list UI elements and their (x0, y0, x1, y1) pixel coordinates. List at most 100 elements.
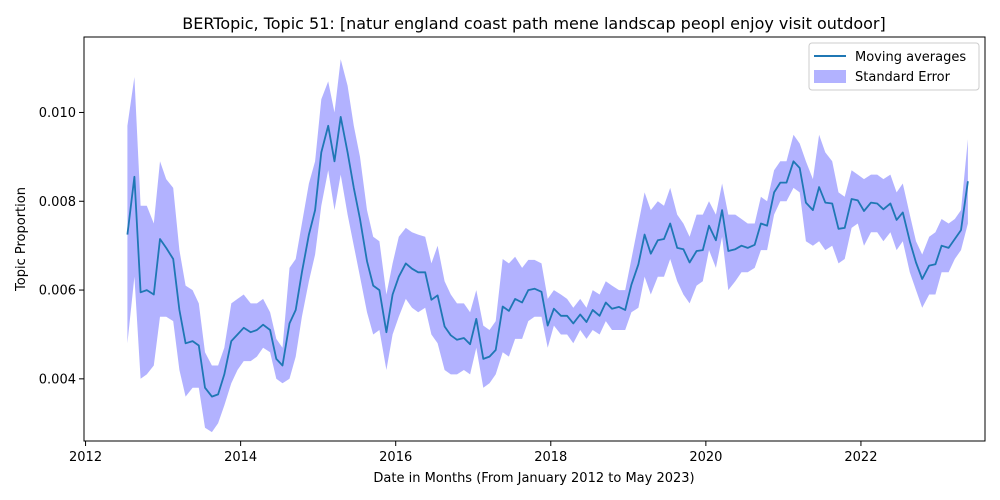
data-point (275, 358, 277, 360)
data-point (223, 373, 225, 375)
data-point (786, 182, 788, 184)
data-point (851, 198, 853, 200)
data-point (372, 285, 374, 287)
data-point (392, 294, 394, 296)
chart-title: BERTopic, Topic 51: [natur england coast… (182, 14, 886, 33)
data-point (250, 331, 252, 333)
moving-average-line (126, 116, 969, 398)
data-point (237, 334, 239, 336)
data-point (353, 187, 355, 189)
data-point (682, 248, 684, 250)
data-point (586, 321, 588, 323)
data-point (126, 234, 128, 236)
data-point (347, 151, 349, 153)
data-point (734, 248, 736, 250)
data-point (844, 227, 846, 229)
data-point (773, 191, 775, 193)
data-point (314, 209, 316, 211)
data-point (650, 253, 652, 255)
data-point (618, 306, 620, 308)
data-point (954, 238, 956, 240)
data-point (301, 271, 303, 273)
data-point (172, 258, 174, 260)
data-point (334, 160, 336, 162)
data-point (378, 289, 380, 291)
data-point (541, 291, 543, 293)
data-point (204, 387, 206, 389)
data-point (198, 345, 200, 347)
data-point (657, 239, 659, 241)
data-point (417, 271, 419, 273)
data-point (463, 337, 465, 339)
data-point (495, 349, 497, 351)
data-point (915, 262, 917, 264)
data-point (812, 209, 814, 211)
data-point (475, 318, 477, 320)
data-point (644, 234, 646, 236)
data-point (508, 310, 510, 312)
data-point (398, 276, 400, 278)
data-point (579, 314, 581, 316)
data-point (185, 342, 187, 344)
plot-area (126, 59, 969, 433)
legend-label-moving-averages: Moving averages (855, 50, 966, 65)
data-point (521, 302, 523, 304)
data-point (262, 324, 264, 326)
data-point (178, 309, 180, 311)
data-point (793, 160, 795, 162)
data-point (159, 238, 161, 240)
data-point (702, 249, 704, 251)
data-point (941, 245, 943, 247)
data-point (469, 343, 471, 345)
data-point (824, 202, 826, 204)
data-point (450, 334, 452, 336)
x-tick-label: 2018 (534, 450, 567, 465)
data-point (192, 340, 194, 342)
data-point (870, 202, 872, 204)
y-tick-label: 0.008 (39, 195, 76, 210)
data-point (295, 309, 297, 311)
data-point (689, 262, 691, 264)
data-point (230, 340, 232, 342)
data-point (902, 211, 904, 213)
data-point (889, 203, 891, 205)
data-point (566, 315, 568, 317)
data-point (502, 306, 504, 308)
y-axis-ticks: 0.004 0.006 0.008 0.010 (39, 106, 84, 387)
data-point (146, 289, 148, 291)
data-point (444, 326, 446, 328)
data-point (696, 250, 698, 252)
data-point (754, 244, 756, 246)
data-point (320, 151, 322, 153)
plot-frame (83, 36, 986, 442)
data-point (715, 239, 717, 241)
legend-label-standard-error: Standard Error (855, 70, 951, 85)
data-point (805, 202, 807, 204)
x-tick-label: 2014 (224, 450, 257, 465)
x-tick-label: 2012 (69, 450, 102, 465)
data-point (308, 234, 310, 236)
data-point (385, 331, 387, 333)
data-point (256, 329, 258, 331)
data-point (553, 308, 555, 310)
y-axis-label: Topic Proportion (14, 187, 29, 292)
data-point (896, 219, 898, 221)
data-point (831, 203, 833, 205)
data-point (760, 223, 762, 225)
data-point (779, 182, 781, 184)
x-tick-label: 2016 (379, 450, 412, 465)
data-point (282, 365, 284, 367)
data-point (669, 223, 671, 225)
data-point (165, 247, 167, 249)
data-point (366, 260, 368, 262)
x-axis-ticks: 2012 2014 2016 2018 2020 2022 (69, 441, 877, 465)
data-point (437, 294, 439, 296)
data-point (928, 265, 930, 267)
data-point (456, 339, 458, 341)
data-point (934, 263, 936, 265)
data-point (624, 309, 626, 311)
data-point (359, 218, 361, 220)
data-point (592, 309, 594, 311)
data-point (489, 356, 491, 358)
data-point (630, 284, 632, 286)
